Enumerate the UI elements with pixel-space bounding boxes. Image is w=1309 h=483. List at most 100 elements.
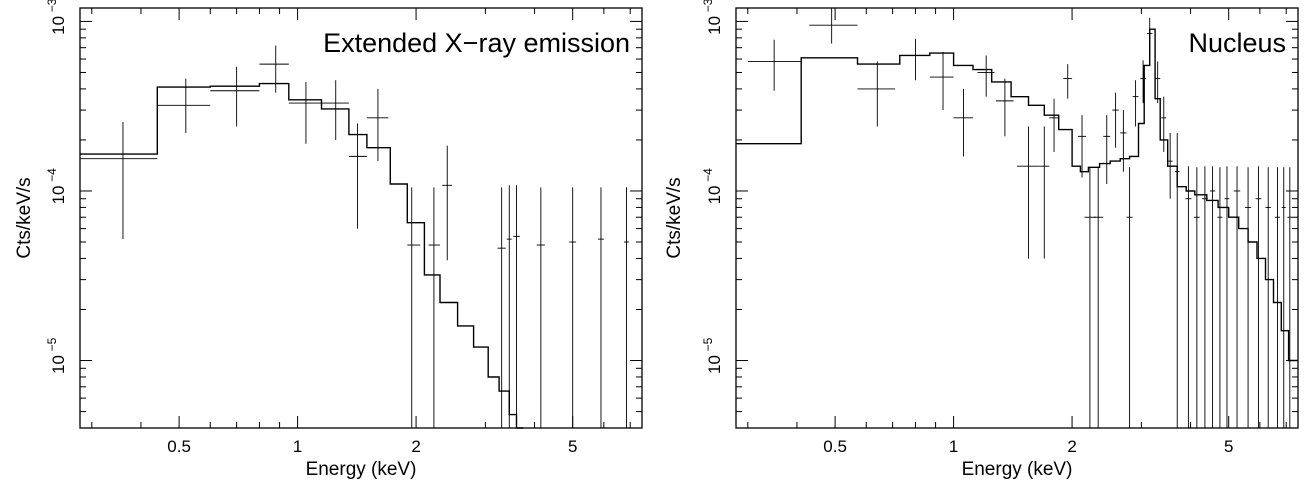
extended-x-tick-label-3: 5 (568, 437, 577, 456)
nucleus-data-point-28 (1202, 166, 1208, 428)
nucleus-data-point-6 (977, 55, 995, 97)
extended-data-point-9 (428, 187, 440, 428)
svg-text:−4: −4 (701, 168, 715, 182)
svg-text:10: 10 (705, 186, 724, 205)
nucleus-data-point-10 (1049, 98, 1059, 152)
nucleus-data-point-33 (1244, 167, 1252, 428)
nucleus-data-point-26 (1185, 166, 1192, 428)
nucleus-data-point-3 (899, 38, 930, 81)
extended-data-point-15 (569, 187, 577, 428)
nucleus-data-point-20 (1140, 60, 1146, 104)
nucleus-data-point-27 (1193, 167, 1200, 428)
nucleus-data-point-32 (1233, 166, 1241, 428)
extended-y-tick-label-2: 10−3 (45, 0, 68, 35)
extended-x-tick-label-2: 2 (411, 437, 420, 456)
ticks-extended: 0.5 1 2 510−510−410−3 (45, 0, 642, 456)
x-axis-label-nucleus: Energy (keV) (962, 459, 1073, 480)
nucleus-data-point-1 (809, 8, 858, 44)
extended-data-point-16 (598, 187, 604, 428)
svg-text:10: 10 (705, 16, 724, 35)
extended-data-point-13 (513, 185, 520, 428)
plot-frame-extended (79, 7, 643, 429)
nucleus-data-point-36 (1274, 167, 1280, 428)
nucleus-data-point-37 (1281, 167, 1286, 428)
svg-text:−3: −3 (45, 0, 59, 12)
svg-text:10: 10 (49, 16, 68, 35)
nucleus-data-point-8 (1017, 126, 1040, 259)
extended-x-tick-label-1: 1 (293, 437, 302, 456)
extended-data-point-10 (442, 145, 453, 261)
nucleus-data-point-2 (857, 61, 896, 127)
nucleus-data-point-22 (1155, 61, 1161, 104)
extended-data-point-3 (259, 45, 289, 93)
nucleus-x-tick-label-1: 1 (949, 437, 958, 456)
nucleus-data-point-4 (929, 52, 954, 111)
svg-text:10: 10 (49, 186, 68, 205)
nucleus-data-point-0 (747, 39, 802, 91)
extended-model-line (80, 82, 524, 429)
nucleus-data-point-24 (1167, 132, 1173, 199)
extended-data-point-1 (157, 78, 211, 133)
nucleus-data-point-9 (1039, 126, 1050, 259)
extended-y-tick-label-0: 10−5 (45, 337, 68, 374)
nucleus-data-point-21 (1146, 17, 1153, 55)
plot-frame-nucleus (735, 7, 1299, 429)
extended-data-point-7 (366, 88, 389, 162)
nucleus-data-point-17 (1120, 110, 1127, 172)
svg-text:−4: −4 (45, 168, 59, 182)
nucleus-data-point-16 (1112, 92, 1119, 148)
nucleus-data-point-35 (1265, 167, 1271, 428)
nucleus-data-point-18 (1126, 167, 1133, 428)
svg-text:−3: −3 (701, 0, 715, 12)
nucleus-data-point-29 (1209, 166, 1216, 428)
nucleus-data-point-38 (1287, 167, 1293, 428)
nucleus-x-tick-label-0: 0.5 (823, 437, 847, 456)
marks-extended (80, 45, 629, 429)
ticks-nucleus: 0.5 1 2 510−510−410−3 (701, 0, 1298, 456)
nucleus-data-point-13 (1084, 167, 1096, 428)
extended-data-point-14 (536, 187, 545, 428)
nucleus-data-point-30 (1217, 167, 1223, 428)
marks-nucleus (736, 8, 1298, 428)
nucleus-data-point-5 (953, 88, 973, 157)
nucleus-data-point-19 (1132, 80, 1139, 127)
nucleus-y-tick-label-2: 10−3 (701, 0, 724, 35)
nucleus-data-point-23 (1161, 96, 1167, 152)
extended-data-point-17 (623, 187, 629, 428)
nucleus-data-point-31 (1224, 166, 1230, 428)
nucleus-data-point-14 (1093, 167, 1104, 428)
x-axis-label-extended: Energy (keV) (306, 459, 417, 480)
svg-text:−5: −5 (701, 337, 715, 351)
nucleus-data-point-25 (1174, 132, 1180, 428)
svg-text:10: 10 (49, 355, 68, 374)
extended-data-point-12 (506, 185, 512, 428)
nucleus-data-point-34 (1255, 166, 1262, 428)
nucleus-data-point-7 (995, 78, 1014, 137)
chart-nucleus: 0.5 1 2 510−510−410−3 Nucleus Energy (keV) … (664, 0, 1299, 480)
y-axis-label-extended: Cts/keV/s (14, 177, 35, 258)
nucleus-y-tick-label-1: 10−4 (701, 168, 724, 205)
nucleus-y-tick-label-0: 10−5 (701, 337, 724, 374)
extended-x-tick-label-0: 0.5 (167, 437, 191, 456)
chart-title-nucleus: Nucleus (1188, 28, 1286, 58)
nucleus-data-point-11 (1063, 64, 1073, 99)
nucleus-data-point-15 (1103, 115, 1111, 184)
y-axis-label-nucleus: Cts/keV/s (664, 177, 685, 258)
extended-data-point-5 (321, 80, 349, 140)
extended-data-point-6 (348, 123, 367, 229)
svg-text:10: 10 (705, 355, 724, 374)
extended-data-point-0 (80, 122, 158, 240)
extended-y-tick-label-1: 10−4 (45, 168, 68, 205)
chart-title-extended: Extended X−ray emission (323, 28, 630, 58)
chart-extended: 0.5 1 2 510−510−410−3 Extended X−ray emissi… (14, 0, 643, 480)
nucleus-data-point-12 (1077, 115, 1087, 178)
extended-data-point-2 (210, 66, 260, 127)
extended-data-point-11 (497, 187, 506, 428)
extended-data-point-8 (407, 187, 421, 428)
nucleus-model-line (736, 28, 1298, 362)
nucleus-x-tick-label-3: 5 (1224, 437, 1233, 456)
nucleus-x-tick-label-2: 2 (1067, 437, 1076, 456)
extended-data-point-4 (288, 81, 322, 144)
svg-text:−5: −5 (45, 337, 59, 351)
